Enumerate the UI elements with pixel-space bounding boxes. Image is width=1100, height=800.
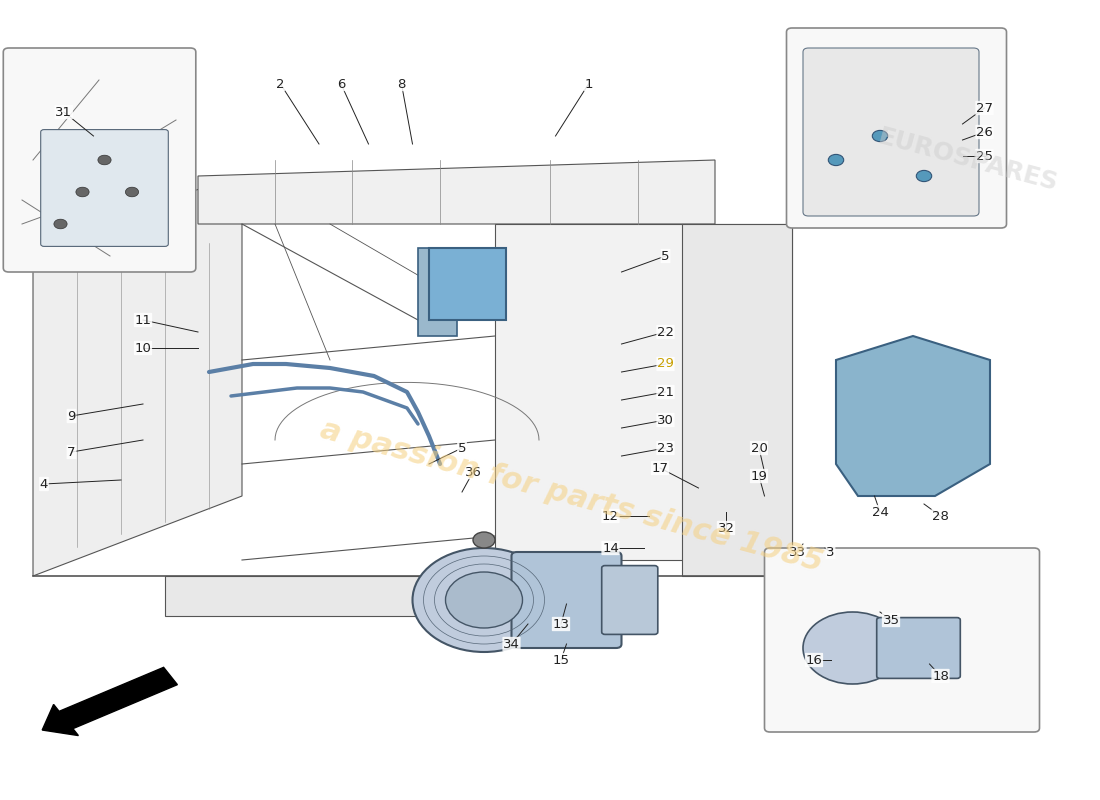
Text: 36: 36 xyxy=(464,466,482,478)
Text: 25: 25 xyxy=(976,150,993,162)
Text: 9: 9 xyxy=(67,410,76,422)
FancyBboxPatch shape xyxy=(41,130,168,246)
Text: 11: 11 xyxy=(134,314,152,326)
Text: 33: 33 xyxy=(789,546,806,558)
Bar xyxy=(429,248,506,320)
Text: 21: 21 xyxy=(657,386,674,398)
Text: 26: 26 xyxy=(976,126,993,138)
Text: 5: 5 xyxy=(458,442,466,454)
Circle shape xyxy=(412,548,556,652)
Text: 34: 34 xyxy=(503,638,520,650)
Polygon shape xyxy=(198,160,715,224)
Circle shape xyxy=(446,572,522,628)
Text: 2: 2 xyxy=(276,78,285,90)
Text: 8: 8 xyxy=(397,78,406,90)
Text: 3: 3 xyxy=(826,546,835,558)
FancyBboxPatch shape xyxy=(602,566,658,634)
Text: 30: 30 xyxy=(657,414,674,426)
Text: 1: 1 xyxy=(584,78,593,90)
Text: 22: 22 xyxy=(657,326,674,338)
Text: 28: 28 xyxy=(932,510,949,522)
Circle shape xyxy=(125,187,139,197)
Text: 18: 18 xyxy=(932,670,949,682)
FancyBboxPatch shape xyxy=(3,48,196,272)
Text: 19: 19 xyxy=(750,470,768,482)
Circle shape xyxy=(473,532,495,548)
Text: 13: 13 xyxy=(552,618,570,630)
Text: 17: 17 xyxy=(651,462,669,474)
Text: 24: 24 xyxy=(871,506,889,518)
Polygon shape xyxy=(495,224,792,560)
FancyBboxPatch shape xyxy=(877,618,960,678)
Circle shape xyxy=(803,612,902,684)
FancyArrow shape xyxy=(42,667,177,735)
FancyBboxPatch shape xyxy=(786,28,1007,228)
FancyBboxPatch shape xyxy=(803,48,979,216)
Text: a passion for parts since 1985: a passion for parts since 1985 xyxy=(318,414,826,578)
Text: 20: 20 xyxy=(750,442,768,454)
Circle shape xyxy=(872,130,888,142)
Circle shape xyxy=(98,155,111,165)
Polygon shape xyxy=(165,576,605,616)
Circle shape xyxy=(828,154,844,166)
Text: 14: 14 xyxy=(602,542,619,554)
Polygon shape xyxy=(33,176,242,576)
Text: EUROSPARES: EUROSPARES xyxy=(876,125,1060,195)
FancyBboxPatch shape xyxy=(764,548,1040,732)
Text: 4: 4 xyxy=(40,478,48,490)
FancyBboxPatch shape xyxy=(512,552,621,648)
Text: 35: 35 xyxy=(882,614,900,626)
Text: 7: 7 xyxy=(67,446,76,458)
Text: 23: 23 xyxy=(657,442,674,454)
Bar xyxy=(418,248,456,336)
Circle shape xyxy=(76,187,89,197)
Circle shape xyxy=(54,219,67,229)
Text: 10: 10 xyxy=(134,342,152,354)
Text: 6: 6 xyxy=(337,78,345,90)
Text: 31: 31 xyxy=(55,106,73,118)
Text: 15: 15 xyxy=(552,654,570,666)
Polygon shape xyxy=(836,336,990,496)
Text: 16: 16 xyxy=(805,654,823,666)
Circle shape xyxy=(916,170,932,182)
Text: 27: 27 xyxy=(976,102,993,114)
Text: 32: 32 xyxy=(717,522,735,534)
Text: 12: 12 xyxy=(602,510,619,522)
Text: 5: 5 xyxy=(661,250,670,262)
Text: 29: 29 xyxy=(657,358,674,370)
Polygon shape xyxy=(682,224,792,576)
